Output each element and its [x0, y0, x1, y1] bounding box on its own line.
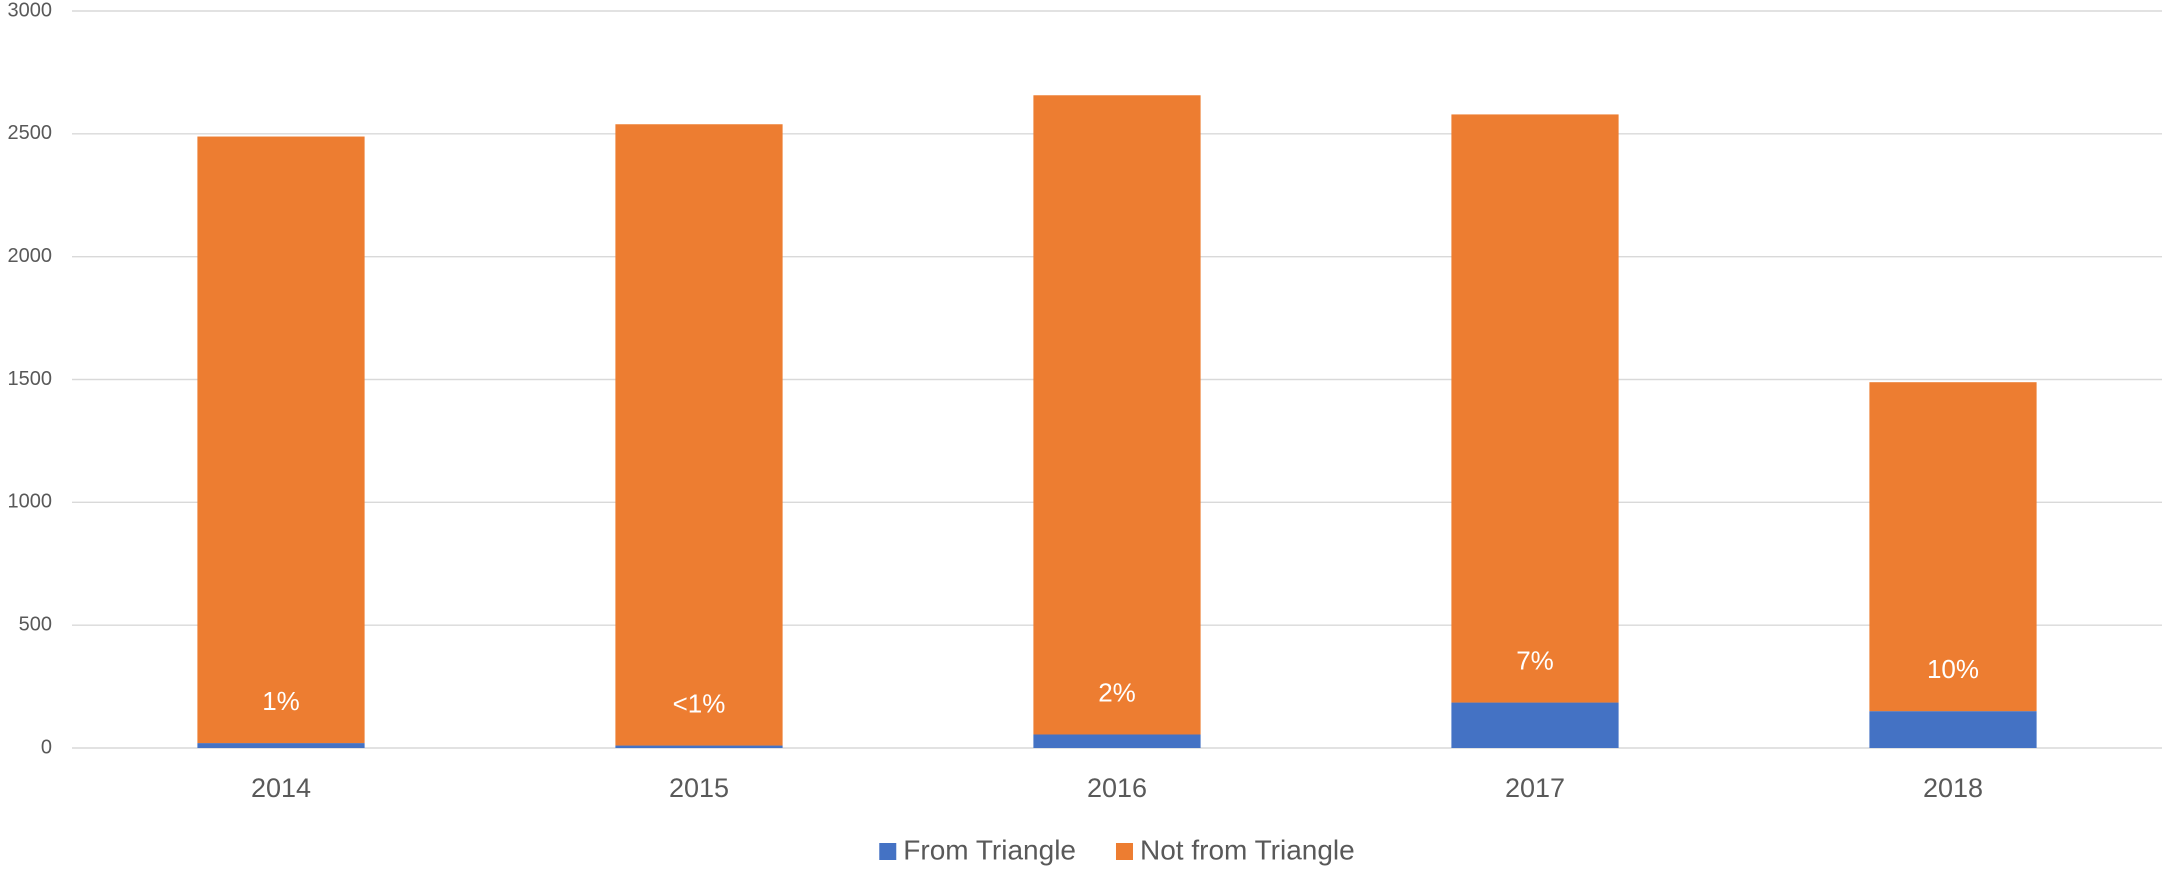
bar-segment [1033, 734, 1201, 748]
bar-segment [197, 136, 365, 744]
bar-segment [615, 745, 783, 748]
x-tick-label: 2016 [1087, 773, 1147, 803]
y-tick-label: 1500 [8, 368, 53, 390]
bar-segment [1869, 711, 2037, 748]
x-tick-label: 2014 [251, 773, 311, 803]
legend-swatch [1115, 843, 1133, 860]
bar-annotation: 7% [1516, 645, 1554, 675]
y-tick-label: 0 [41, 736, 52, 758]
y-tick-label: 500 [19, 613, 52, 635]
x-tick-label: 2017 [1505, 773, 1565, 803]
y-tick-label: 2000 [8, 245, 53, 267]
bar-segment [1033, 95, 1201, 735]
x-tick-label: 2015 [669, 773, 729, 803]
y-tick-label: 3000 [8, 0, 53, 21]
bar-annotation: <1% [673, 688, 726, 718]
x-tick-label: 2018 [1923, 773, 1983, 803]
legend-swatch [879, 843, 897, 860]
y-tick-label: 2500 [8, 122, 53, 144]
bar-segment [615, 124, 783, 746]
bar-segment [197, 743, 365, 748]
bar-segment [1451, 114, 1619, 703]
bar-segment [1451, 702, 1619, 748]
legend-label: Not from Triangle [1140, 834, 1355, 865]
legend-label: From Triangle [903, 834, 1076, 865]
bar-annotation: 1% [262, 686, 300, 716]
bar-annotation: 10% [1927, 654, 1979, 684]
bar-segment [1869, 382, 2037, 712]
bar-annotation: 2% [1098, 677, 1136, 707]
y-tick-label: 1000 [8, 491, 53, 513]
